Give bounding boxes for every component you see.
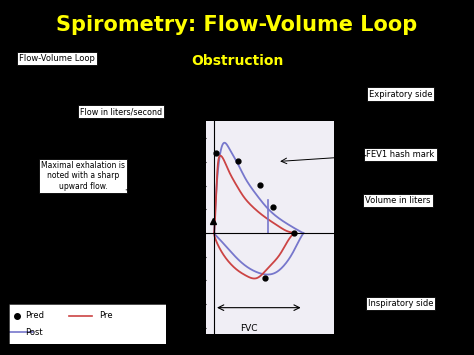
Text: Flow in liters/second: Flow in liters/second xyxy=(80,107,162,116)
Text: Obstruction: Obstruction xyxy=(191,54,283,68)
Text: FEV1 hash mark: FEV1 hash mark xyxy=(366,150,435,159)
Text: Spirometry: Flow-Volume Loop: Spirometry: Flow-Volume Loop xyxy=(56,15,418,35)
Text: Flow-Volume Loop: Flow-Volume Loop xyxy=(19,54,95,63)
Text: FVC: FVC xyxy=(240,324,257,333)
Text: Expiratory side: Expiratory side xyxy=(369,89,432,99)
Text: Maximal exhalation is
noted with a sharp
upward flow.: Maximal exhalation is noted with a sharp… xyxy=(41,161,125,191)
Text: Inspiratory side: Inspiratory side xyxy=(368,299,433,308)
Text: Post: Post xyxy=(25,328,43,337)
Text: Pred: Pred xyxy=(25,311,44,320)
Text: Volume in liters: Volume in liters xyxy=(365,196,431,205)
Text: Pre: Pre xyxy=(99,311,112,320)
